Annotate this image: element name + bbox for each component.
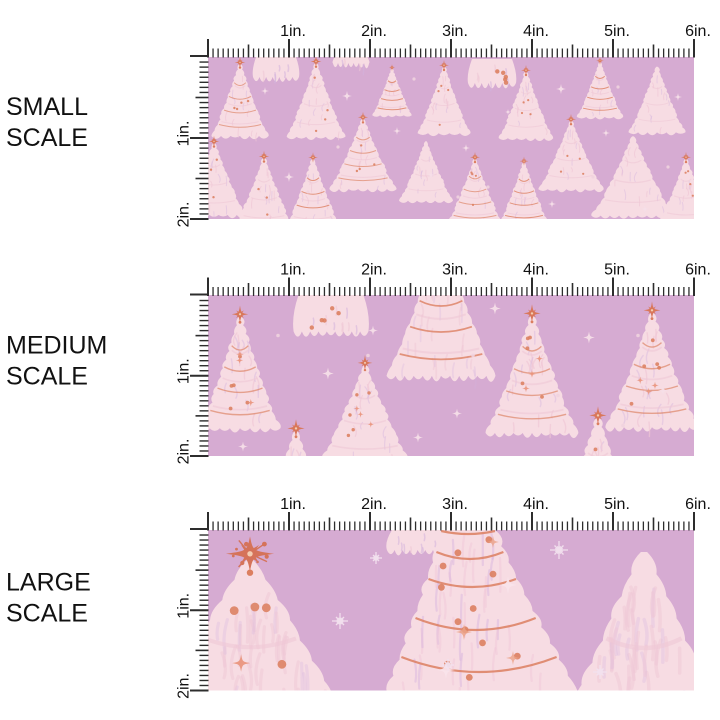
svg-text:5in.: 5in. xyxy=(604,496,630,513)
svg-text:SCALE: SCALE xyxy=(6,124,88,152)
svg-text:6in.: 6in. xyxy=(685,262,711,279)
svg-text:1in.: 1in. xyxy=(280,496,306,513)
svg-text:2in.: 2in. xyxy=(361,23,387,40)
svg-text:1in.: 1in. xyxy=(280,262,306,279)
svg-text:5in.: 5in. xyxy=(604,262,630,279)
svg-text:4in.: 4in. xyxy=(523,23,549,40)
svg-text:2in.: 2in. xyxy=(176,439,193,465)
svg-text:6in.: 6in. xyxy=(685,496,711,513)
svg-text:SCALE: SCALE xyxy=(6,363,88,391)
svg-text:LARGE: LARGE xyxy=(6,569,91,597)
svg-text:1in.: 1in. xyxy=(176,593,193,619)
svg-text:2in.: 2in. xyxy=(176,673,193,699)
svg-text:2in.: 2in. xyxy=(361,496,387,513)
svg-text:4in.: 4in. xyxy=(523,496,549,513)
svg-text:5in.: 5in. xyxy=(604,23,630,40)
svg-text:3in.: 3in. xyxy=(442,262,468,279)
svg-text:MEDIUM: MEDIUM xyxy=(6,332,107,360)
svg-text:1in.: 1in. xyxy=(176,121,193,147)
svg-text:3in.: 3in. xyxy=(442,23,468,40)
svg-text:4in.: 4in. xyxy=(523,262,549,279)
svg-text:2in.: 2in. xyxy=(176,202,193,228)
svg-text:3in.: 3in. xyxy=(442,496,468,513)
svg-text:6in.: 6in. xyxy=(685,23,711,40)
svg-text:1in.: 1in. xyxy=(176,358,193,384)
svg-text:1in.: 1in. xyxy=(280,23,306,40)
svg-text:2in.: 2in. xyxy=(361,262,387,279)
svg-text:SCALE: SCALE xyxy=(6,600,88,628)
svg-text:SMALL: SMALL xyxy=(6,93,88,121)
